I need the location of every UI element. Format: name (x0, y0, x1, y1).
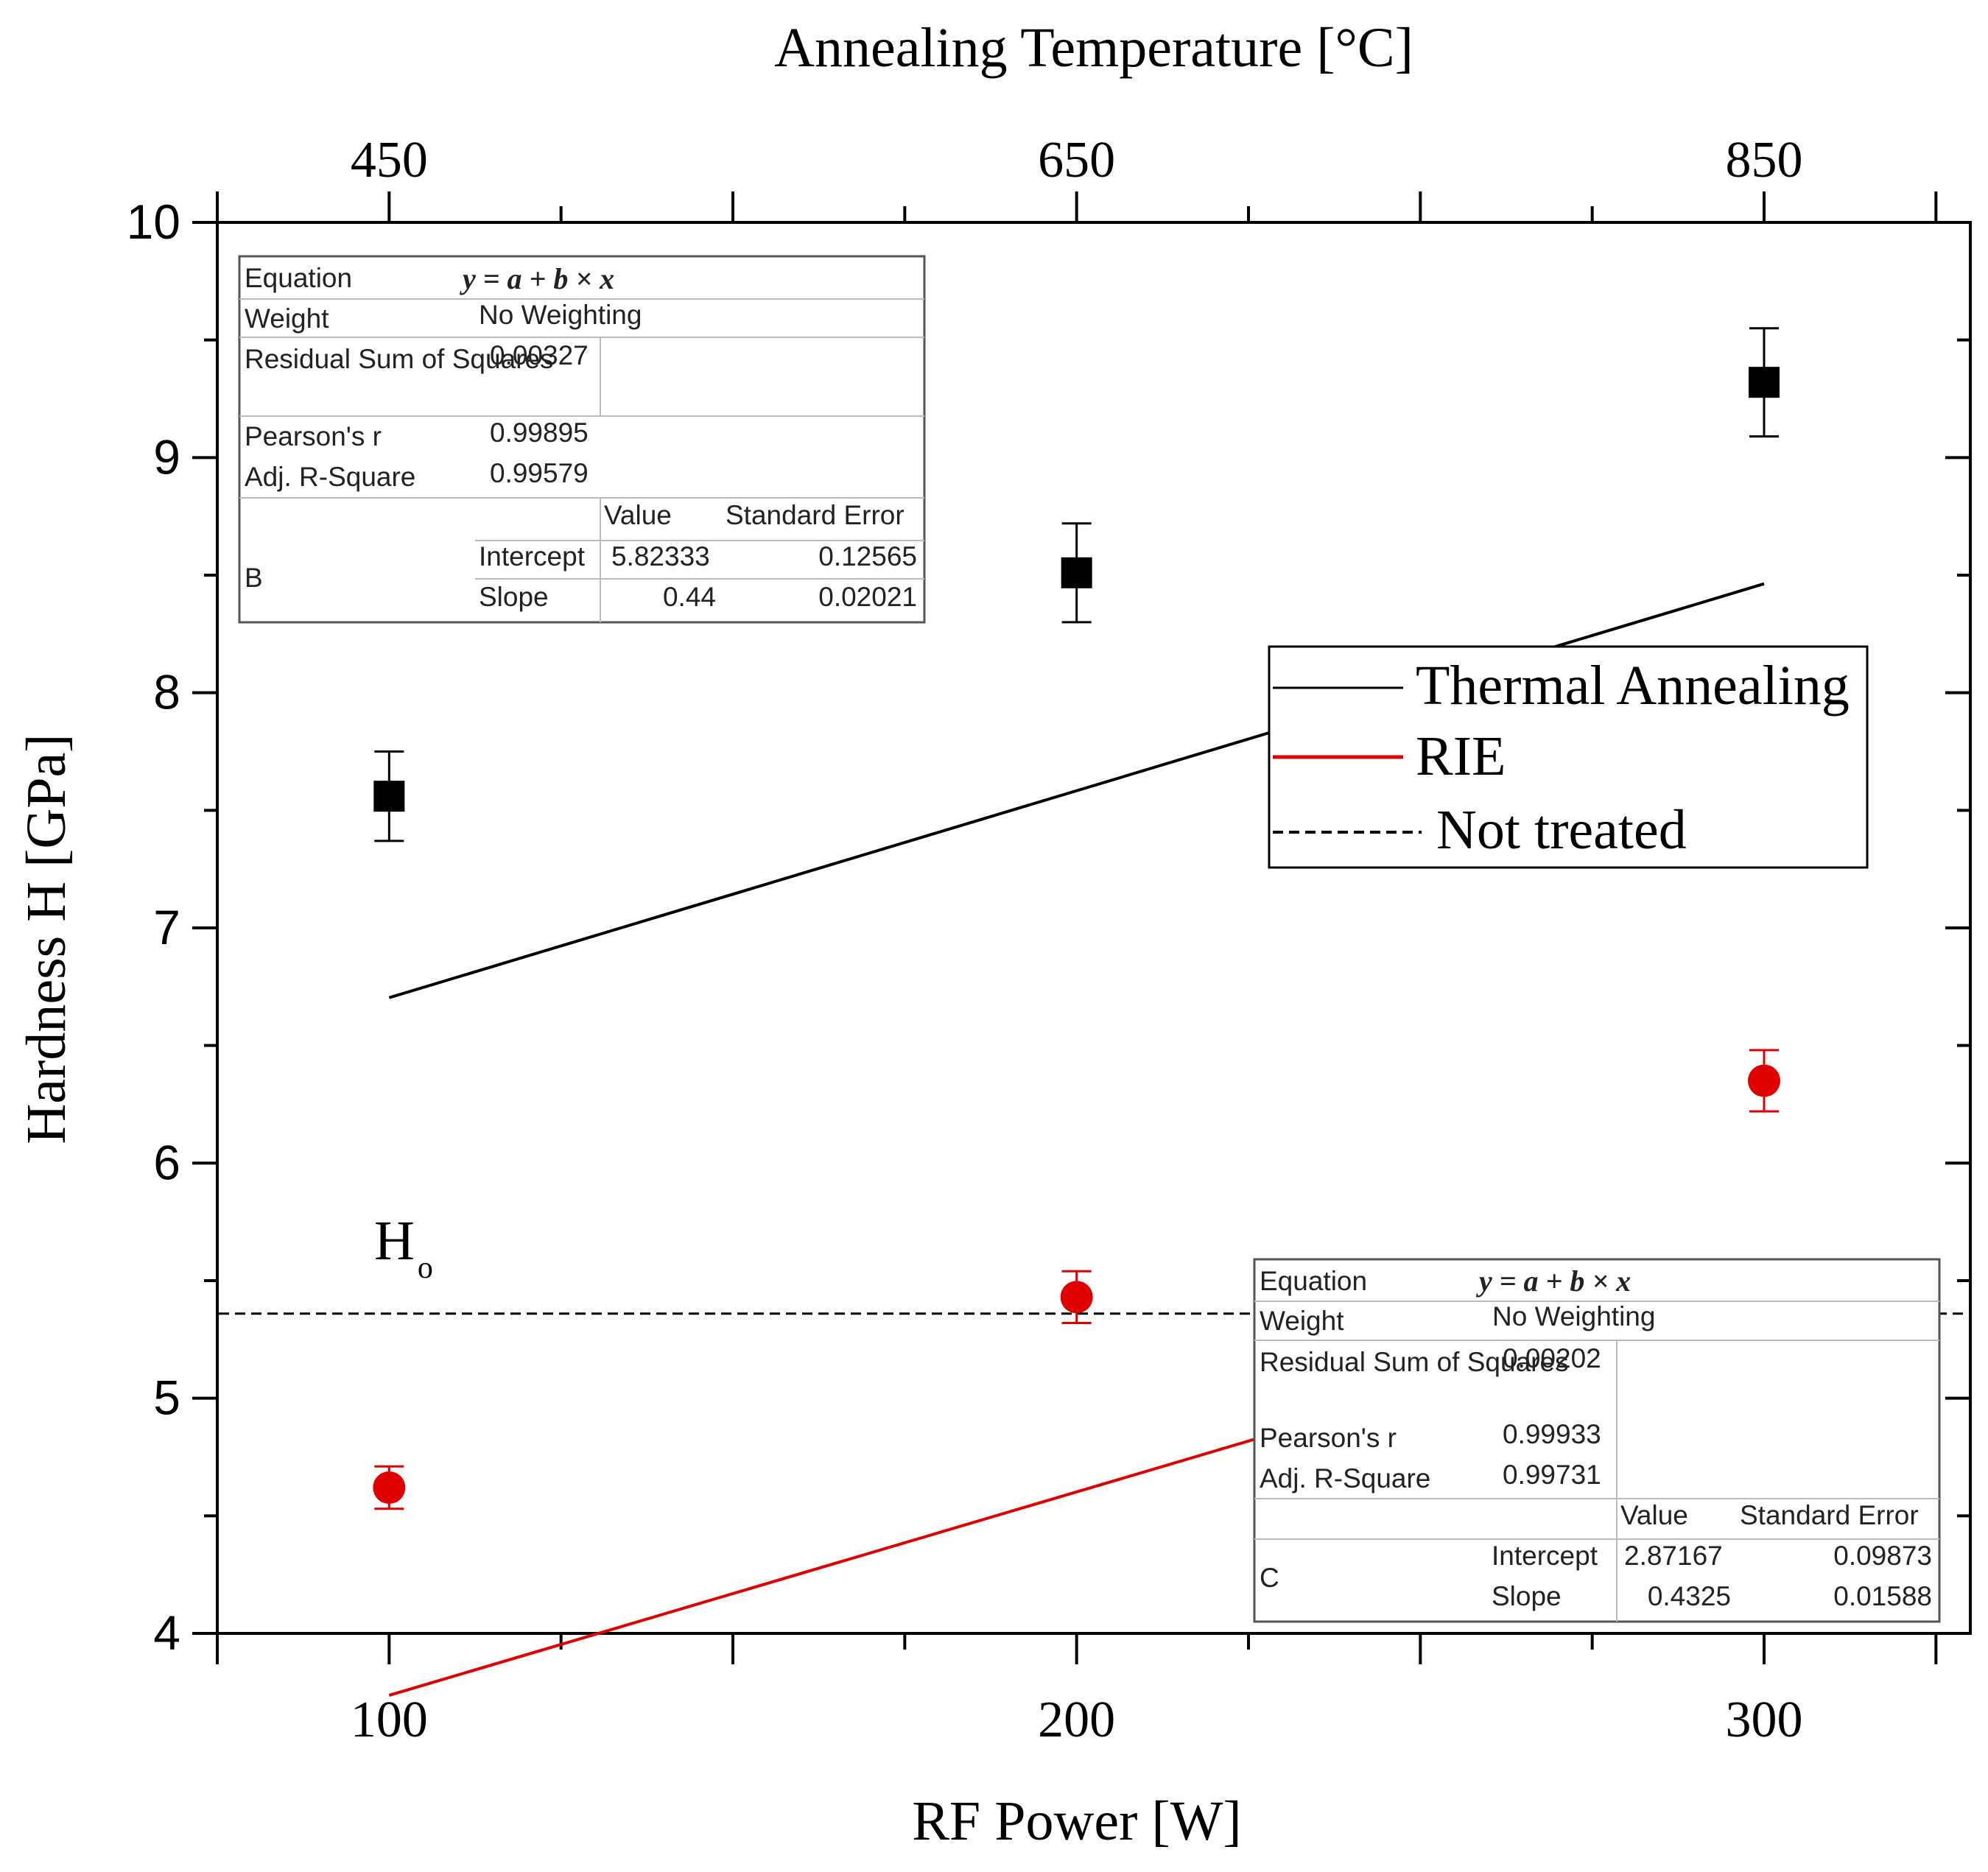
fit-c-weight-label: Weight (1260, 1306, 1344, 1336)
fit-c-dataset: C (1260, 1563, 1279, 1593)
x-tick-label: 300 (1726, 1692, 1803, 1748)
fit-b-adjr: 0.99579 (490, 458, 589, 488)
legend: Thermal Annealing RIE Not treated (1268, 645, 1869, 869)
data-point-rie (1748, 1064, 1780, 1097)
fit-c-pearson: 0.99933 (1503, 1419, 1601, 1449)
fit-b-weight-label: Weight (245, 303, 329, 334)
fit-c-rss-label: Residual Sum of Squares (1260, 1347, 1569, 1377)
fit-c-adjr-label: Adj. R-Square (1260, 1463, 1430, 1493)
fit-c-slope-err: 0.01588 (1833, 1581, 1932, 1611)
x2-tick-label: 850 (1726, 132, 1803, 189)
data-point-thermal (373, 781, 405, 812)
fit-b-slope-label: Slope (479, 582, 549, 612)
fit-b-equation: y = a + b × x (460, 262, 614, 295)
x-tick-label: 200 (1038, 1692, 1115, 1748)
legend-label-rie: RIE (1416, 725, 1506, 787)
fit-c-equation-label: Equation (1260, 1266, 1367, 1296)
y-tick-label: 10 (127, 194, 180, 249)
fit-b-stderr-header: Standard Error (726, 500, 905, 530)
y-tick-label: 9 (153, 429, 180, 484)
data-point-rie (1060, 1281, 1093, 1314)
fit-c-intercept-label: Intercept (1492, 1541, 1598, 1571)
fit-table-b: Equation y = a + b × x Weight No Weighti… (238, 255, 926, 624)
fit-table-c: Equation y = a + b × x Weight No Weighti… (1253, 1258, 1941, 1623)
fit-c-intercept-err: 0.09873 (1833, 1541, 1932, 1571)
x2-tick-label: 650 (1038, 132, 1115, 189)
x-tick-label: 100 (351, 1692, 428, 1748)
legend-label-thermal: Thermal Annealing (1416, 655, 1850, 717)
fit-b-value-header: Value (604, 500, 672, 530)
y-tick-label: 7 (153, 900, 180, 954)
fit-b-slope-err: 0.02021 (818, 582, 917, 612)
data-point-thermal (1061, 557, 1092, 588)
fit-c-equation: y = a + b × x (1476, 1264, 1631, 1298)
data-point-thermal (1749, 367, 1780, 398)
y-tick-label: 4 (153, 1605, 180, 1660)
fit-c-value-header: Value (1620, 1500, 1688, 1530)
fit-b-slope-value: 0.44 (663, 582, 716, 612)
fit-b-pearson: 0.99895 (490, 418, 589, 448)
fit-c-pearson-label: Pearson's r (1260, 1423, 1397, 1453)
fit-c-intercept-value: 2.87167 (1624, 1541, 1723, 1571)
fit-c-stderr-header: Standard Error (1740, 1500, 1919, 1530)
fit-c-adjr: 0.99731 (1503, 1460, 1601, 1490)
data-point-rie (373, 1471, 406, 1505)
y-tick-label: 8 (153, 665, 180, 719)
x2-tick-label: 450 (351, 132, 428, 189)
y-axis-title: Hardness H [GPa] (15, 733, 77, 1144)
x-axis-title: RF Power [W] (912, 1790, 1242, 1852)
x2-axis-title: Annealing Temperature [°C] (774, 17, 1413, 79)
fit-b-adjr-label: Adj. R-Square (245, 462, 415, 492)
fit-b-equation-label: Equation (245, 263, 352, 293)
h0-annotation: Ho (374, 1210, 433, 1285)
fit-c-rss: 0.00202 (1503, 1343, 1601, 1373)
fit-b-intercept-value: 5.82333 (611, 541, 710, 571)
fit-c-weight: No Weighting (1492, 1301, 1655, 1331)
fit-b-rss-label: Residual Sum of Squares (245, 344, 554, 374)
y-tick-label: 5 (153, 1370, 180, 1425)
y-tick-label: 6 (153, 1135, 180, 1189)
fit-b-intercept-label: Intercept (479, 541, 586, 571)
fit-b-pearson-label: Pearson's r (245, 421, 382, 451)
data-marks-layer (373, 327, 1780, 1510)
fit-b-weight: No Weighting (479, 300, 642, 330)
legend-label-not-treated: Not treated (1436, 799, 1687, 861)
fit-b-intercept-err: 0.12565 (818, 541, 917, 571)
axis-ticks: 4 5 6 7 8 9 10 100 200 300 450 650 850 (127, 132, 1970, 1748)
fit-c-slope-label: Slope (1492, 1581, 1562, 1611)
fit-c-slope-value: 0.4325 (1648, 1581, 1731, 1611)
fit-b-rss: 0.00327 (490, 340, 589, 370)
fit-b-dataset: B (245, 563, 263, 593)
